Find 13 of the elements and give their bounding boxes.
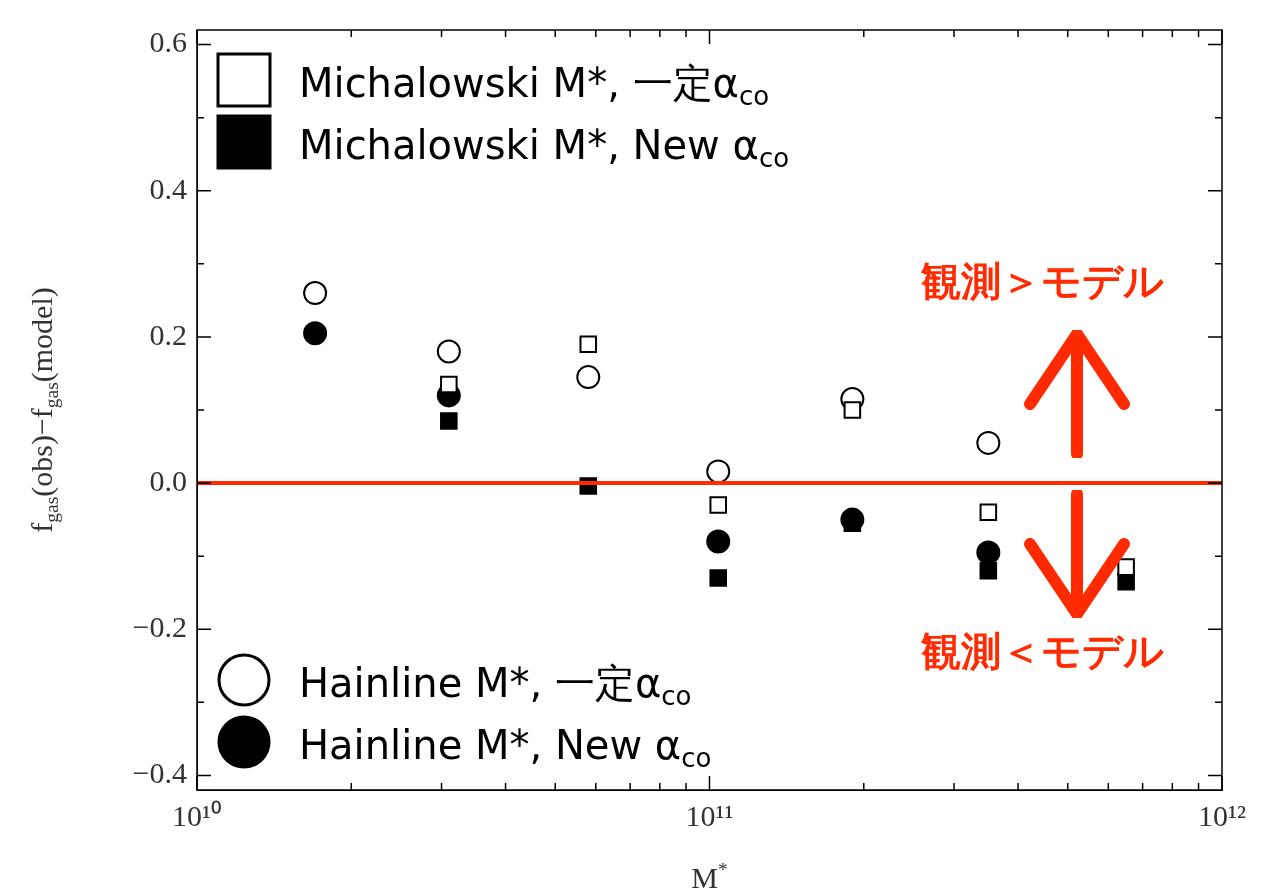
y-tick-label: −0.4 (132, 756, 187, 790)
y-tick-label: 0.4 (149, 171, 187, 205)
y-tick-label: 0.2 (149, 317, 187, 351)
x-tick-label: 10¹² (1198, 798, 1246, 832)
annotation: 観測＞モデル (919, 258, 1164, 305)
y-tick-label: 0.0 (149, 463, 187, 497)
x-axis-title: M* (691, 859, 728, 894)
x-tick-label: 10¹⁰ (172, 798, 222, 832)
y-tick-label: −0.2 (132, 610, 187, 644)
y-axis-title: fgas(obs)−fgas(model) (25, 287, 62, 533)
x-tick-label: 10¹¹ (685, 798, 734, 832)
y-tick-label: 0.6 (149, 25, 187, 59)
annotation: 観測＜モデル (919, 628, 1164, 675)
